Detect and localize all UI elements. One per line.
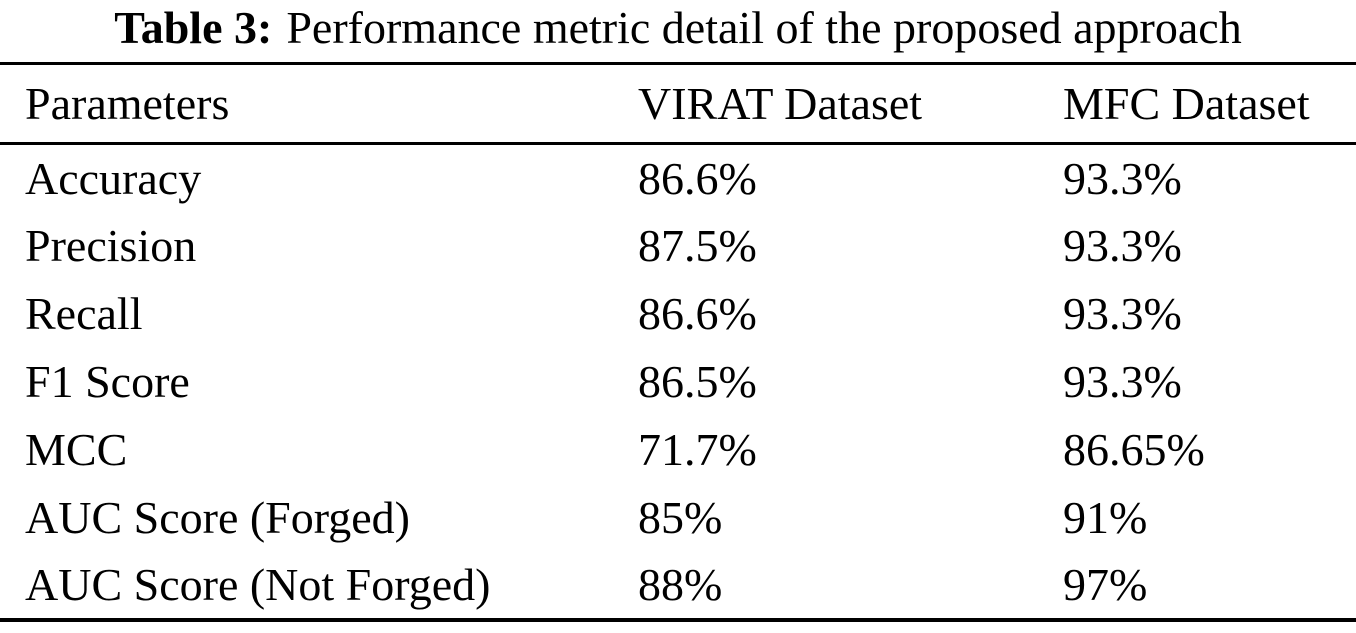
table-header-row: Parameters VIRAT Dataset MFC Dataset: [0, 64, 1356, 144]
table-row-accuracy: Accuracy 86.6% 93.3%: [0, 144, 1356, 212]
virat-value: 71.7%: [638, 424, 757, 475]
virat-value: 85%: [638, 492, 723, 543]
virat-value: 86.6%: [638, 152, 757, 204]
table-caption: Table 3: Performance metric detail of the…: [0, 0, 1356, 62]
row-label: MCC: [25, 424, 128, 475]
column-header-parameters: Parameters: [25, 78, 230, 129]
column-header-mfc-dataset: MFC Dataset: [1063, 78, 1310, 129]
row-label: AUC Score (Not Forged): [25, 559, 491, 610]
table-row-auc-forged: AUC Score (Forged) 85% 91%: [0, 484, 1356, 552]
virat-value: 88%: [638, 559, 723, 610]
mfc-value: 93.3%: [1063, 152, 1182, 204]
row-label: Accuracy: [25, 152, 202, 204]
virat-value: 87.5%: [638, 220, 757, 271]
mfc-value: 93.3%: [1063, 356, 1182, 407]
virat-value: 86.6%: [638, 288, 757, 339]
table-row-f1-score: F1 Score 86.5% 93.3%: [0, 348, 1356, 416]
table-row-recall: Recall 86.6% 93.3%: [0, 280, 1356, 348]
column-header-virat-dataset: VIRAT Dataset: [638, 78, 923, 129]
mfc-value: 86.65%: [1063, 424, 1205, 475]
virat-value: 86.5%: [638, 356, 757, 407]
table-row-auc-not-forged: AUC Score (Not Forged) 88% 97%: [0, 552, 1356, 620]
mfc-value: 93.3%: [1063, 288, 1182, 339]
mfc-value: 91%: [1063, 492, 1148, 543]
row-label: Recall: [25, 288, 143, 339]
row-label: Precision: [25, 220, 197, 271]
table-row-precision: Precision 87.5% 93.3%: [0, 212, 1356, 280]
performance-metrics-table: Parameters VIRAT Dataset MFC Dataset Acc…: [0, 62, 1356, 622]
mfc-value: 93.3%: [1063, 220, 1182, 271]
mfc-value: 97%: [1063, 559, 1148, 610]
row-label: AUC Score (Forged): [25, 492, 410, 543]
table-caption-label: Table 3:: [114, 2, 273, 53]
table-row-mcc: MCC 71.7% 86.65%: [0, 416, 1356, 484]
table-caption-text: Performance metric detail of the propose…: [286, 2, 1242, 53]
row-label: F1 Score: [25, 356, 190, 407]
